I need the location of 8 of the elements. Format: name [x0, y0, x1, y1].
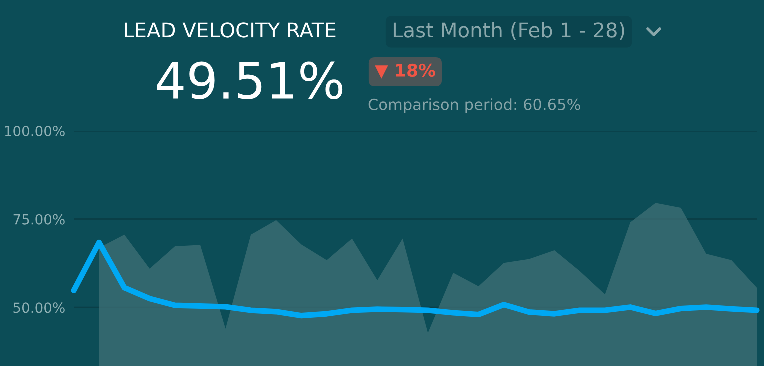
y-tick-label: 50.00%	[14, 302, 65, 314]
y-tick-label: 75.00%	[14, 214, 65, 225]
text: ▼ 18%	[375, 64, 436, 79]
text: Comparison period: 60.65%	[368, 98, 580, 114]
text: Last Month (Feb 1 - 28)	[394, 22, 624, 40]
chart-title: LEAD VELOCITY RATE	[125, 22, 336, 38]
y-tick-label: 100.00%	[5, 126, 65, 136]
text: 49.51%	[157, 62, 343, 100]
